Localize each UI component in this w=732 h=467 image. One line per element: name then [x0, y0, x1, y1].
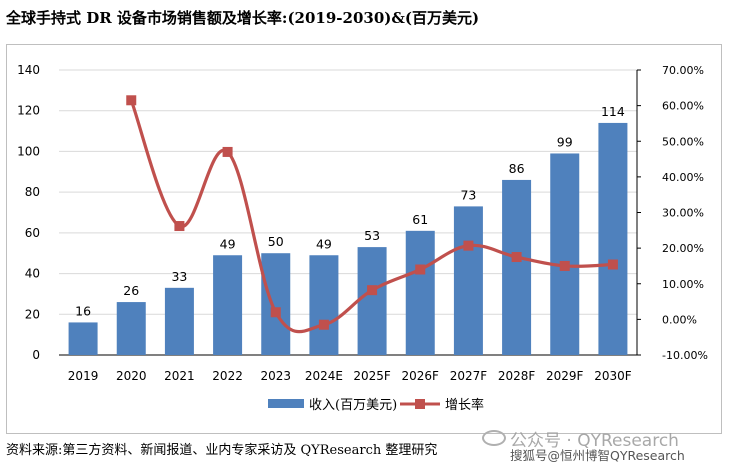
bar	[405, 230, 435, 355]
source-note: 资料来源:第三方资料、新闻报道、业内专家采访及 QYResearch 整理研究	[6, 443, 438, 458]
y-right-tick-label: 20.00%	[662, 242, 704, 255]
x-tick-label: 2028F	[498, 369, 536, 383]
bar	[309, 255, 339, 355]
growth-marker	[463, 240, 474, 251]
bar-value-label: 49	[220, 236, 236, 251]
y-right-tick-label: -10.00%	[662, 349, 708, 362]
growth-marker	[222, 146, 233, 157]
bar-value-label: 73	[460, 187, 476, 202]
bar-value-label: 99	[557, 134, 573, 149]
bar-value-label: 49	[316, 236, 332, 251]
y-right-tick-label: 0.00%	[662, 313, 697, 326]
bar	[357, 247, 387, 355]
bar	[213, 255, 243, 355]
x-tick-label: 2027F	[450, 369, 488, 383]
y-right-tick-label: 30.00%	[662, 207, 704, 220]
chart-title: 全球手持式 DR 设备市场销售额及增长率:(2019-2030)&(百万美元)	[6, 9, 480, 27]
growth-marker	[367, 285, 378, 296]
x-tick-label: 2026F	[402, 369, 440, 383]
legend-swatch-bar	[268, 399, 304, 408]
watermark-line-1: 公众号 · QYResearch	[510, 431, 679, 451]
bar-value-label: 16	[75, 303, 91, 318]
y-right-tick-label: 10.00%	[662, 278, 704, 291]
bar	[598, 122, 628, 355]
chart-frame	[6, 44, 722, 434]
growth-marker	[415, 264, 426, 275]
x-tick-label: 2023	[260, 369, 291, 383]
wechat-logo-icon	[482, 430, 506, 446]
x-tick-label: 2021	[164, 369, 195, 383]
bar	[502, 179, 532, 355]
growth-marker	[174, 221, 185, 232]
growth-marker	[270, 307, 281, 318]
y-left-tick-label: 60	[25, 226, 40, 240]
bar	[164, 287, 194, 355]
bar	[261, 253, 291, 355]
x-tick-label: 2025F	[353, 369, 391, 383]
bar	[453, 206, 483, 355]
x-tick-label: 2019	[68, 369, 99, 383]
legend-label-growth: 增长率	[445, 397, 484, 413]
y-left-tick-label: 140	[17, 63, 40, 77]
legend-label-revenue: 收入(百万美元)	[309, 398, 397, 413]
growth-marker	[511, 252, 522, 263]
bar-value-label: 114	[601, 104, 625, 119]
y-left-tick-label: 120	[17, 104, 40, 118]
legend-swatch-marker	[415, 399, 425, 409]
x-tick-label: 2030F	[594, 369, 632, 383]
y-left-tick-label: 100	[17, 144, 40, 158]
bar-value-label: 86	[509, 161, 525, 176]
x-tick-label: 2020	[116, 369, 147, 383]
bar	[116, 302, 146, 355]
x-tick-label: 2022	[212, 369, 243, 383]
watermark-line-2: 搜狐号@恒州博智QYResearch	[510, 448, 685, 463]
growth-marker	[607, 259, 618, 270]
y-left-tick-label: 0	[32, 348, 40, 362]
y-right-tick-label: 50.00%	[662, 135, 704, 148]
y-left-tick-label: 40	[25, 267, 40, 281]
bar-value-label: 61	[412, 212, 428, 227]
growth-marker	[126, 95, 137, 106]
bar	[550, 153, 580, 355]
bar	[68, 322, 98, 355]
bar-value-label: 53	[364, 228, 380, 243]
y-left-tick-label: 20	[25, 307, 40, 321]
y-right-tick-label: 60.00%	[662, 100, 704, 113]
bar-value-label: 33	[171, 269, 187, 284]
bar-value-label: 50	[268, 234, 284, 249]
bar-value-label: 26	[123, 283, 139, 298]
y-right-tick-label: 70.00%	[662, 64, 704, 77]
growth-marker	[559, 260, 570, 271]
x-tick-label: 2024E	[305, 369, 343, 383]
y-left-tick-label: 80	[25, 185, 40, 199]
y-right-tick-label: 40.00%	[662, 171, 704, 184]
growth-marker	[318, 319, 329, 330]
x-tick-label: 2029F	[546, 369, 584, 383]
watermark: 公众号 · QYResearch 搜狐号@恒州博智QYResearch	[474, 426, 724, 464]
